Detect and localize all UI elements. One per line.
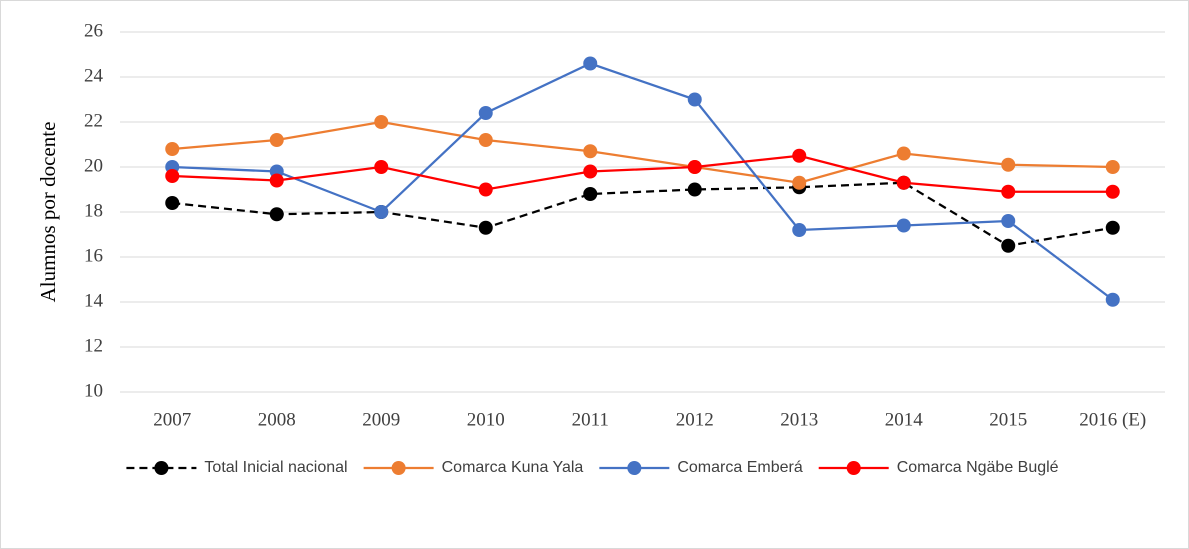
data-point (478, 106, 493, 120)
data-point (687, 92, 702, 107)
y-tick-label: 26 (84, 20, 103, 41)
x-tick-label: 2008 (258, 409, 296, 430)
legend-item: Comarca Ngäbe Buglé (818, 459, 1059, 476)
data-point (1105, 184, 1120, 199)
y-tick-label: 20 (84, 155, 103, 176)
legend-marker (627, 461, 642, 475)
data-point (374, 160, 389, 174)
data-point (165, 196, 180, 210)
legend-item: Comarca Kuna Yala (363, 459, 584, 476)
y-axis-label: Alumnos por docente (36, 122, 60, 303)
y-tick-label: 14 (84, 290, 104, 311)
data-point (687, 182, 702, 197)
data-point (1001, 214, 1016, 228)
data-point (1001, 157, 1016, 172)
data-point (165, 169, 180, 183)
series-line (172, 181, 1113, 247)
data-point (1105, 292, 1120, 307)
x-tick-label: 2012 (676, 409, 714, 430)
legend-item: Comarca Emberá (599, 459, 803, 476)
data-point (269, 173, 284, 188)
data-point (896, 175, 911, 190)
data-point (792, 148, 807, 163)
y-tick-label: 12 (84, 335, 103, 356)
data-point (478, 182, 493, 197)
x-tick-label: 2007 (153, 409, 191, 430)
legend-label: Comarca Ngäbe Buglé (897, 459, 1059, 476)
legend-label: Comarca Kuna Yala (442, 459, 584, 476)
data-point (896, 218, 911, 233)
data-point (1105, 160, 1120, 174)
data-point (374, 205, 389, 219)
data-point (478, 220, 493, 235)
data-point (583, 144, 598, 159)
legend-marker (391, 461, 406, 475)
data-point (792, 175, 807, 190)
data-point (792, 223, 807, 237)
legend-item: Total Inicial nacional (126, 459, 348, 476)
series-line (172, 62, 1114, 301)
data-point (583, 164, 598, 179)
legend-label: Comarca Emberá (677, 459, 802, 476)
y-tick-label: 24 (84, 65, 104, 86)
x-tick-label: 2009 (362, 409, 400, 430)
y-tick-label: 10 (84, 380, 103, 401)
series-line (172, 154, 1113, 193)
data-point (583, 56, 598, 71)
x-tick-label: 2010 (467, 409, 505, 430)
x-tick-label: 2014 (885, 409, 924, 430)
data-point (269, 133, 284, 147)
legend-marker (154, 461, 169, 475)
data-point (1001, 238, 1016, 253)
data-point (478, 133, 493, 147)
data-point (269, 207, 284, 222)
x-tick-label: 2011 (572, 409, 609, 430)
data-point (374, 115, 389, 129)
x-tick-label: 2013 (780, 409, 818, 430)
y-tick-label: 18 (84, 200, 103, 221)
y-tick-label: 16 (84, 245, 103, 266)
x-tick-label: 2015 (989, 409, 1027, 430)
legend-label: Total Inicial nacional (204, 459, 347, 476)
data-point (687, 160, 702, 174)
data-point (165, 142, 180, 156)
legend-marker (846, 461, 861, 475)
data-point (896, 146, 911, 161)
data-point (583, 187, 598, 201)
series-line (172, 120, 1113, 184)
y-tick-label: 22 (84, 110, 103, 131)
legend: Total Inicial nacional Comarca Kuna Yala C… (126, 459, 1059, 476)
data-point (1105, 220, 1120, 235)
x-tick-label: 2016 (E) (1079, 409, 1146, 430)
data-point (1001, 184, 1016, 199)
